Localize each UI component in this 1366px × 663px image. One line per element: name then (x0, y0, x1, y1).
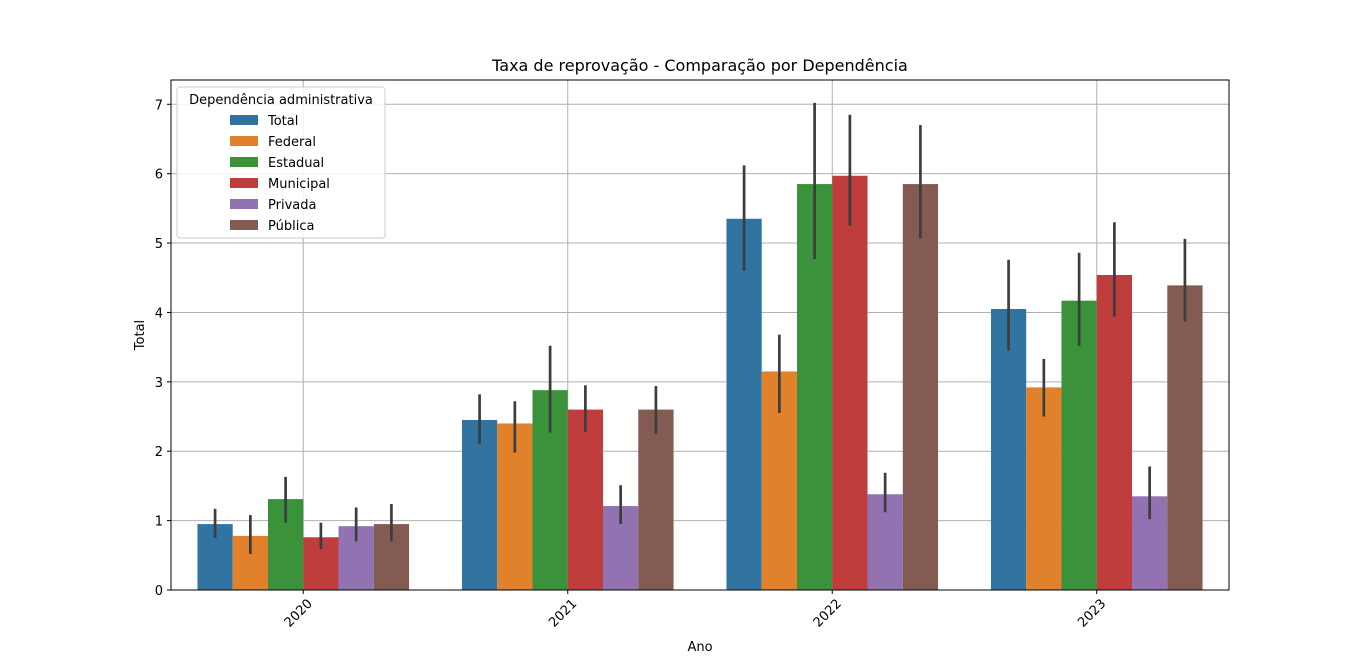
bar-pública-2022 (902, 184, 939, 590)
bars-layer (197, 175, 1203, 590)
y-tick-label: 0 (155, 584, 163, 599)
y-tick-label: 6 (155, 168, 163, 183)
y-tick-label: 7 (155, 98, 163, 113)
legend-entry-label: Privada (268, 198, 316, 213)
bar-municipal-2023 (1096, 274, 1133, 590)
legend-title: Dependência administrativa (189, 93, 373, 108)
plot-frame (170, 79, 1230, 591)
bar-total-2021 (461, 420, 498, 590)
y-tick-label: 3 (155, 376, 163, 391)
legend-swatch (230, 178, 258, 188)
x-axis-label: Ano (687, 640, 712, 655)
chart-title: Taxa de reprovação - Comparação por Depe… (491, 56, 908, 75)
legend-swatch (230, 157, 258, 167)
legend-swatch (230, 220, 258, 230)
bar-municipal-2021 (567, 409, 604, 590)
y-tick-label: 2 (155, 445, 163, 460)
legend-entry-label: Pública (268, 219, 314, 234)
y-axis: 0 1 2 3 4 5 6 7 (155, 98, 171, 599)
legend-entry-label: Total (267, 114, 298, 129)
bar-estadual-2023 (1061, 300, 1097, 590)
y-tick-label: 4 (155, 306, 163, 321)
bar-total-2023 (990, 308, 1027, 590)
legend-swatch (230, 199, 258, 209)
legend-entry-label: Federal (268, 135, 316, 150)
y-axis-label: Total (133, 320, 148, 351)
bar-municipal-2022 (832, 175, 868, 590)
legend-swatch (230, 136, 258, 146)
legend-entry-label: Estadual (268, 156, 324, 171)
bar-total-2022 (726, 218, 762, 590)
bar-pública-2023 (1167, 285, 1203, 590)
legend-swatch (230, 115, 258, 125)
legend-box (176, 86, 386, 239)
error-bars-layer (213, 102, 1187, 554)
y-tick-label: 1 (155, 515, 163, 530)
y-tick-label: 5 (155, 237, 163, 252)
bar-federal-2023 (1026, 387, 1062, 590)
bar-pública-2021 (638, 409, 674, 590)
legend: Dependência administrativa Total Federal E… (176, 86, 386, 239)
legend-entry-label: Municipal (268, 177, 330, 192)
